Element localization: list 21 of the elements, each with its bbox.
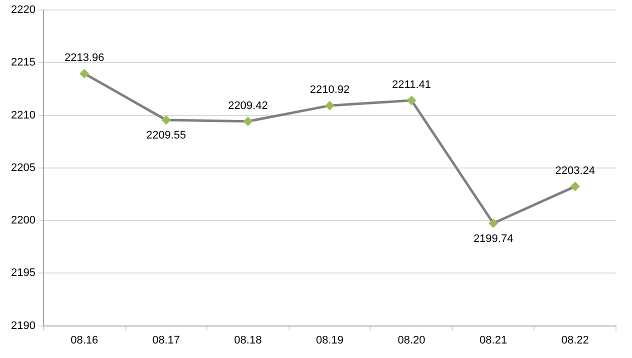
y-tick-label: 2200 [10, 214, 36, 227]
x-tick-label: 08.19 [316, 334, 344, 346]
y-tick-label: 2205 [10, 162, 36, 174]
x-tick-label: 08.22 [561, 334, 589, 346]
data-label: 2210.92 [310, 84, 350, 96]
data-label: 2209.55 [146, 130, 186, 142]
x-tick-label: 08.21 [480, 334, 508, 346]
data-label: 2211.41 [392, 78, 431, 91]
x-tick-label: 08.17 [152, 334, 180, 346]
y-tick-label: 2195 [10, 267, 36, 280]
y-tick-label: 2220 [10, 4, 36, 16]
data-label: 2203.24 [555, 164, 595, 177]
data-label: 2199.74 [473, 232, 514, 245]
y-tick-label: 2215 [10, 56, 36, 69]
x-tick-label: 08.18 [234, 334, 262, 346]
x-tick-label: 08.20 [398, 334, 426, 346]
y-tick-label: 2190 [10, 320, 36, 332]
data-label: 2213.96 [64, 52, 104, 64]
y-tick-label: 2210 [10, 109, 36, 122]
x-tick-label: 08.16 [70, 334, 98, 346]
data-label: 2209.42 [228, 100, 268, 112]
